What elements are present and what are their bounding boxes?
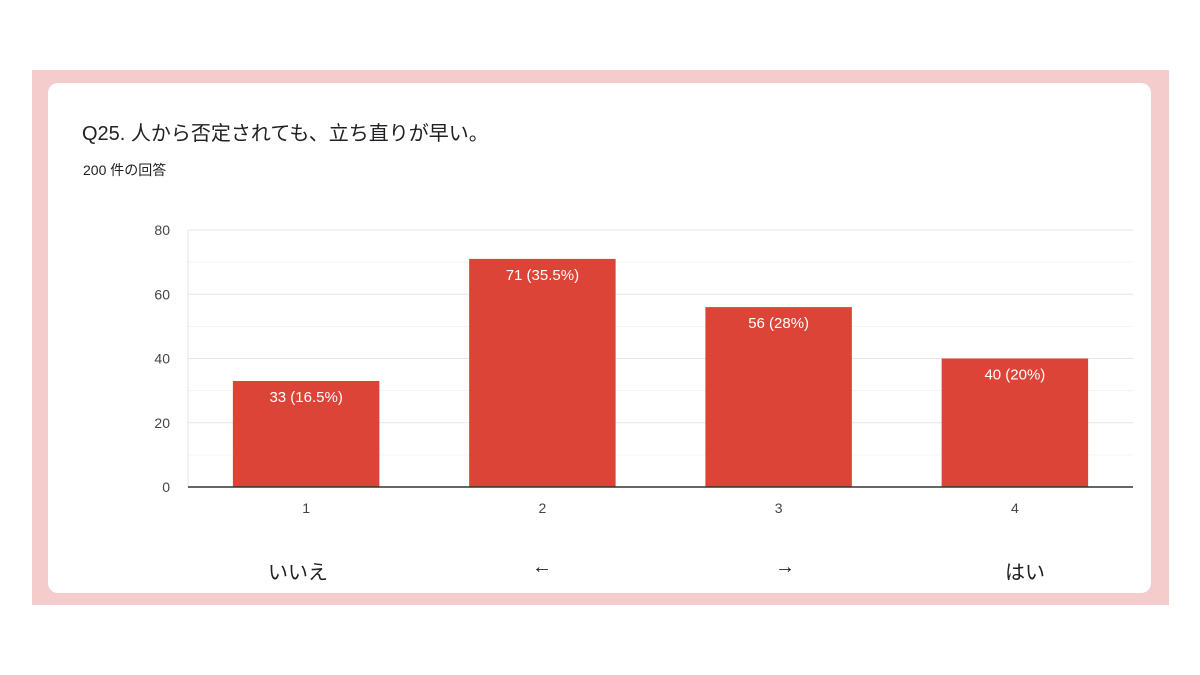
bar-data-label: 56 (28%) bbox=[748, 315, 809, 332]
y-tick-label: 0 bbox=[162, 479, 170, 495]
y-tick-label: 80 bbox=[154, 222, 170, 238]
bar-data-label: 40 (20%) bbox=[984, 367, 1045, 384]
bar-data-label: 71 (35.5%) bbox=[506, 267, 579, 284]
bar-data-label: 33 (16.5%) bbox=[269, 389, 342, 406]
question-title: Q25. 人から否定されても、立ち直りが早い。 bbox=[82, 123, 489, 145]
x-tick-label: 3 bbox=[775, 500, 783, 516]
y-tick-label: 60 bbox=[154, 286, 170, 302]
bar-2 bbox=[469, 258, 616, 487]
response-count: 200 件の回答 bbox=[83, 162, 167, 178]
x-tick-label: 1 bbox=[302, 500, 310, 516]
y-tick-label: 20 bbox=[154, 415, 170, 431]
scale-label-yes: はい bbox=[1005, 562, 1045, 584]
bar-1 bbox=[232, 380, 380, 487]
scale-label-right-arrow: → bbox=[775, 556, 795, 578]
bar-4 bbox=[941, 358, 1089, 487]
scale-label-left-arrow: ← bbox=[532, 556, 552, 578]
bar-3 bbox=[705, 307, 852, 487]
scale-label-no: いいえ bbox=[268, 562, 328, 584]
x-tick-label: 4 bbox=[1011, 500, 1019, 516]
x-tick-label: 2 bbox=[538, 500, 546, 516]
y-tick-label: 40 bbox=[154, 351, 170, 367]
